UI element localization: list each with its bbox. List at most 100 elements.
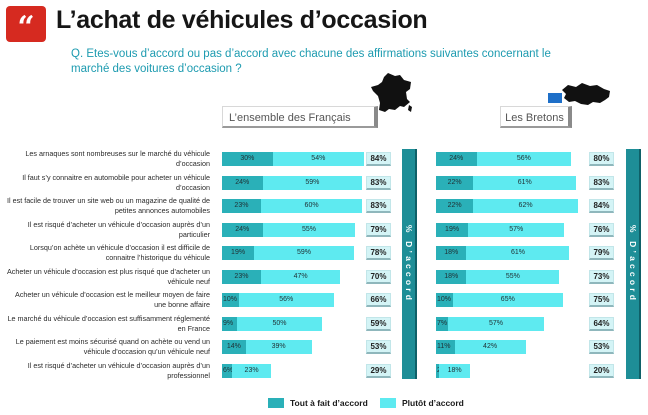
bar-segment-tout-a-fait: 24% (436, 152, 477, 166)
bar-segment-plutot: 57% (447, 316, 545, 331)
bar-segment-tout-a-fait: 2% (436, 363, 440, 378)
total-agree-france: 66% (366, 293, 391, 307)
stacked-bar-bretons: 11% 42% (436, 340, 526, 354)
stacked-bar-france: 14% 39% (222, 340, 312, 354)
bar-segment-plutot: 23% (232, 363, 271, 378)
stacked-bar-france: 24% 59% (222, 175, 363, 190)
bar-segment-plutot: 61% (466, 246, 570, 260)
stacked-bar-bretons: 22% 62% (436, 199, 578, 213)
bar-segment-tout-a-fait: 18% (436, 246, 467, 260)
bar-segment-plutot: 56% (476, 152, 572, 166)
bar-segment-plutot: 42% (454, 340, 526, 354)
total-agree-bretons: 64% (589, 316, 614, 331)
category-label: Acheter un véhicule d’occasion est plus … (7, 266, 210, 286)
category-label: Le marché du véhicule d’occasion est suf… (7, 313, 210, 333)
bar-segment-tout-a-fait: 18% (436, 269, 467, 284)
axis-label-bretons: % D’accord (626, 149, 641, 379)
brittany-marker-icon (548, 93, 562, 103)
total-agree-france: 83% (366, 175, 391, 190)
total-agree-bretons: 84% (589, 199, 614, 213)
legend-label-plutot: Plutôt d’accord (402, 398, 464, 408)
total-agree-france: 79% (366, 222, 391, 237)
bar-segment-tout-a-fait: 24% (222, 222, 263, 237)
stacked-bar-bretons: 18% 61% (436, 246, 570, 260)
stacked-bar-france: 19% 59% (222, 246, 354, 260)
bar-segment-tout-a-fait: 11% (436, 340, 455, 354)
category-label: Il est risqué d’acheter un véhicule d’oc… (27, 360, 210, 380)
bar-segment-plutot: 60% (260, 199, 363, 213)
category-label: Les arnaques sont nombreuses sur le marc… (25, 149, 210, 169)
bar-segment-plutot: 61% (473, 175, 577, 190)
stacked-bar-france: 30% 54% (222, 152, 364, 166)
legend-swatch-plutot (380, 398, 396, 408)
bar-segment-tout-a-fait: 24% (222, 175, 263, 190)
quote-logo-icon: “ (6, 6, 46, 45)
bar-segment-plutot: 18% (439, 363, 470, 378)
stacked-bar-france: 6% 23% (222, 363, 271, 378)
stacked-bar-bretons: 2%18% (436, 363, 470, 378)
bar-segment-tout-a-fait: 10% (436, 293, 453, 307)
bar-segment-tout-a-fait: 6% (222, 363, 233, 378)
bar-segment-plutot: 55% (262, 222, 356, 237)
category-label: Le paiement est moins sécurisé quand on … (15, 337, 210, 357)
bar-segment-tout-a-fait: 30% (222, 152, 273, 166)
bar-segment-tout-a-fait: 7% (436, 316, 448, 331)
bar-segment-plutot: 57% (468, 222, 565, 237)
category-label: Il est facile de trouver un site web ou … (7, 196, 210, 216)
total-agree-france: 53% (366, 340, 391, 354)
bar-segment-plutot: 47% (260, 269, 341, 284)
bar-segment-plutot: 54% (272, 152, 364, 166)
total-agree-france: 83% (366, 199, 391, 213)
france-map-icon (371, 73, 412, 112)
stacked-bar-france: 10% 56% (222, 293, 334, 307)
total-agree-bretons: 75% (589, 293, 614, 307)
axis-label-france: % D’accord (402, 149, 417, 379)
total-agree-france: 84% (366, 152, 391, 166)
group-label-france: L’ensemble des Français (222, 106, 378, 128)
survey-question: Q. Etes-vous d’accord ou pas d’accord av… (71, 48, 551, 75)
legend-label-tout-a-fait: Tout à fait d’accord (290, 398, 368, 408)
bar-segment-plutot: 50% (237, 316, 322, 331)
total-agree-bretons: 73% (589, 269, 614, 284)
stacked-bar-bretons: 19% 57% (436, 222, 565, 237)
stacked-bar-bretons: 18% 55% (436, 269, 560, 284)
bar-segment-plutot: 59% (262, 175, 363, 190)
total-agree-france: 29% (366, 363, 391, 378)
stacked-bar-france: 23% 60% (222, 199, 363, 213)
category-label: Il est risqué d’acheter un véhicule d’oc… (27, 219, 210, 239)
total-agree-france: 59% (366, 316, 391, 331)
stacked-bar-bretons: 22% 61% (436, 175, 577, 190)
page-title: L’achat de véhicules d’occasion (56, 6, 428, 34)
category-label: Acheter un véhicule d’occasion est le me… (15, 290, 210, 310)
total-agree-france: 70% (366, 269, 391, 284)
bar-segment-tout-a-fait: 19% (222, 246, 255, 260)
total-agree-bretons: 76% (589, 222, 614, 237)
bar-segment-plutot: 59% (254, 246, 354, 260)
category-label: Lorsqu’on achète un véhicule d’occasion … (29, 243, 210, 263)
bar-segment-tout-a-fait: 14% (222, 340, 246, 354)
bar-segment-tout-a-fait: 19% (436, 222, 469, 237)
total-agree-bretons: 79% (589, 246, 614, 260)
stacked-bar-france: 9% 50% (222, 316, 322, 331)
category-label: Il faut s’y connaitre en automobile pour… (22, 172, 210, 192)
total-agree-bretons: 53% (589, 340, 614, 354)
bar-segment-plutot: 55% (466, 269, 560, 284)
bar-segment-plutot: 65% (452, 293, 563, 307)
legend-swatch-tout-a-fait (268, 398, 284, 408)
bar-segment-plutot: 56% (238, 293, 334, 307)
stacked-bar-france: 24% 55% (222, 222, 356, 237)
bar-segment-tout-a-fait: 23% (222, 199, 261, 213)
brittany-map-icon (562, 83, 610, 105)
stacked-bar-bretons: 7% 57% (436, 316, 545, 331)
bar-segment-tout-a-fait: 23% (222, 269, 261, 284)
group-label-bretons: Les Bretons (500, 106, 572, 128)
stacked-bar-bretons: 24% 56% (436, 152, 572, 166)
total-agree-bretons: 80% (589, 152, 614, 166)
total-agree-bretons: 20% (589, 363, 614, 378)
bar-segment-tout-a-fait: 22% (436, 199, 474, 213)
bar-segment-plutot: 62% (473, 199, 578, 213)
bar-segment-tout-a-fait: 10% (222, 293, 239, 307)
bar-segment-tout-a-fait: 9% (222, 316, 238, 331)
stacked-bar-bretons: 10% 65% (436, 293, 563, 307)
bar-segment-plutot: 39% (245, 340, 312, 354)
